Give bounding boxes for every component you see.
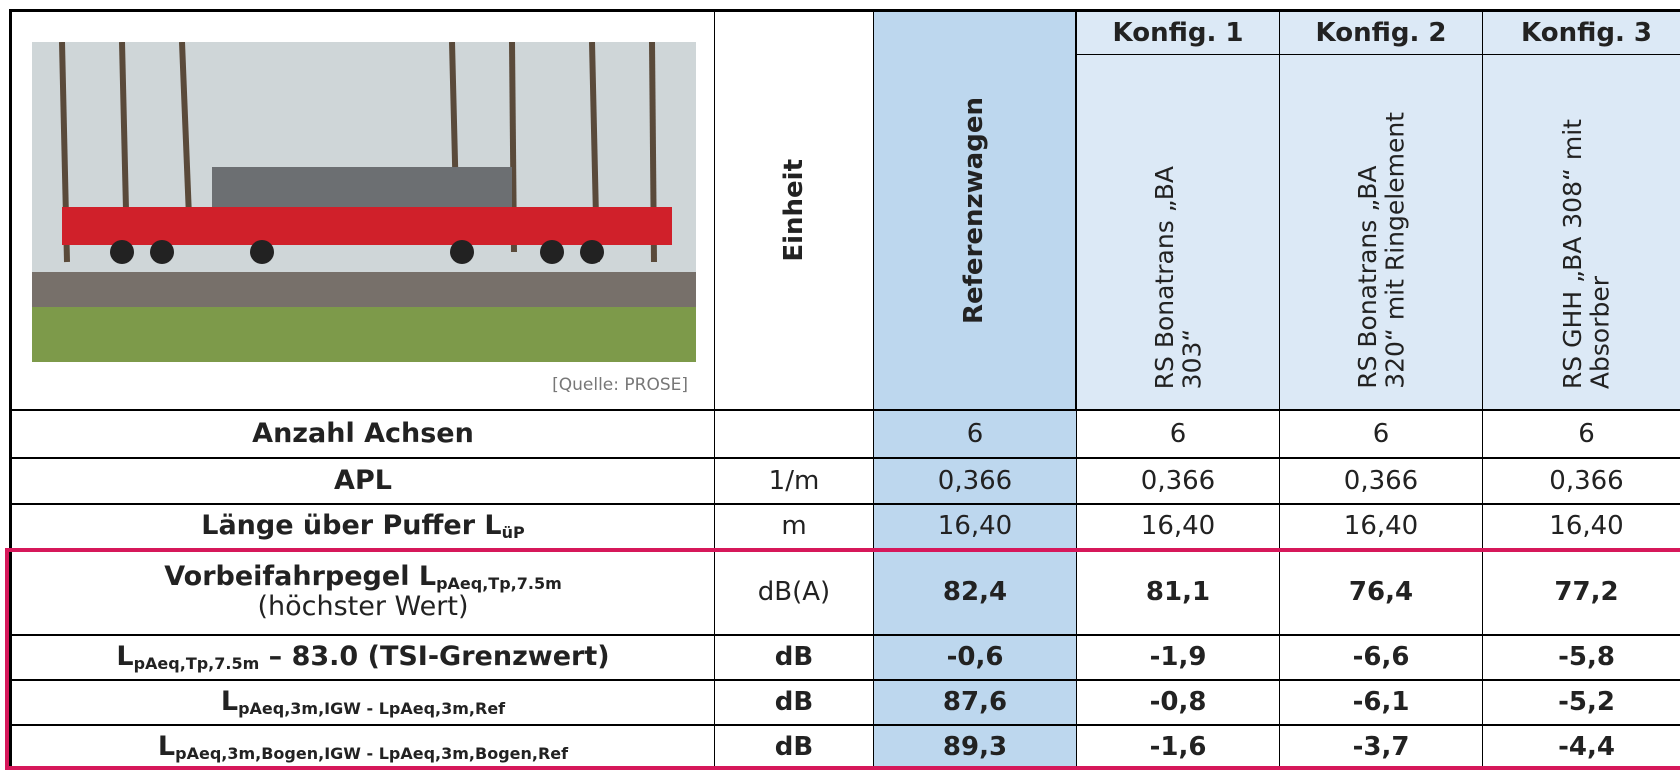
image-cell: [Quelle: PROSE] [9, 9, 715, 410]
row-label: Anzahl Achsen [9, 409, 715, 458]
label-text: Vorbeifahrpegel L [164, 560, 437, 592]
row-label-line: Anzahl Achsen [252, 419, 474, 449]
row-label-line: LpAeq,Tp,7.5m – 83.0 (TSI-Grenzwert) [116, 642, 609, 673]
row-label: LpAeq,Tp,7.5m – 83.0 (TSI-Grenzwert) [9, 634, 715, 680]
value-cell: 16,40 [1076, 503, 1280, 549]
value-cell: 82,4 [873, 548, 1077, 635]
value-cell: -6,6 [1279, 634, 1483, 680]
label-subscript: pAeq,Tp,7.5m [436, 573, 562, 593]
label-subscript: pAeq,3m,Bogen,IGW - LpAeq,3m,Bogen,Ref [175, 744, 569, 764]
config-description-text: RS Bonatrans „BA 303“ [1149, 165, 1207, 389]
reference-header-text: Referenzwagen [959, 96, 990, 325]
row-label-line: LpAeq,3m,Bogen,IGW - LpAeq,3m,Bogen,Ref [158, 732, 568, 763]
value-cell: -0,6 [873, 634, 1077, 680]
reference-header: Referenzwagen [873, 9, 1076, 410]
unit-header: Einheit [714, 9, 874, 410]
config-line: 303“ [1177, 328, 1206, 389]
label-text: – 83.0 (TSI-Grenzwert) [259, 641, 610, 673]
label-text: Anzahl Achsen [252, 418, 474, 450]
value-cell: 6 [1076, 409, 1280, 458]
value-cell: 89,3 [873, 724, 1077, 770]
value-cell: 0,366 [1279, 457, 1483, 504]
label-subscript: pAeq,Tp,7.5m [133, 654, 260, 674]
config-line: Absorber [1585, 275, 1615, 389]
value-cell: 0,366 [873, 457, 1077, 504]
row-label-line: Vorbeifahrpegel LpAeq,Tp,7.5m [164, 562, 562, 593]
value-cell: 0,366 [1076, 457, 1280, 504]
config-description-text: RS Bonatrans „BA 320“ mit Ringelement [1352, 112, 1410, 389]
label-subscript: üP [501, 523, 525, 543]
label-text: L [116, 641, 134, 673]
label-text: APL [334, 465, 392, 497]
photo [32, 42, 696, 362]
label-subscript: pAeq,3m,IGW - LpAeq,3m,Ref [238, 699, 506, 719]
unit-cell [714, 409, 874, 458]
unit-header-text: Einheit [778, 159, 809, 262]
value-cell: 16,40 [1279, 503, 1483, 549]
value-cell: 6 [1482, 409, 1680, 458]
label-text: L [220, 686, 239, 718]
row-label-line: LpAeq,3m,IGW - LpAeq,3m,Ref [221, 687, 505, 718]
config-title: Konfig. 2 [1279, 9, 1483, 55]
value-cell: 16,40 [873, 503, 1077, 549]
config-line: RS Bonatrans „BA [1149, 165, 1179, 389]
label-text: L [157, 731, 176, 763]
row-label-line2: (höchster Wert) [257, 591, 469, 623]
config-title: Konfig. 3 [1482, 9, 1680, 55]
config-description-text: RS GHH „BA 308“ mit Absorber [1558, 118, 1615, 389]
row-label-line: APL [334, 466, 392, 496]
value-cell: -5,2 [1482, 679, 1680, 725]
highlight-box [5, 548, 1680, 770]
config-line: RS Bonatrans „BA [1352, 165, 1382, 389]
row-label: APL [9, 457, 715, 504]
value-cell: 76,4 [1279, 548, 1483, 635]
image-caption: [Quelle: PROSE] [552, 375, 688, 396]
config-description: RS Bonatrans „BA 303“ [1076, 54, 1280, 410]
value-cell: 16,40 [1482, 503, 1680, 549]
row-label: Länge über Puffer LüP [9, 503, 715, 549]
unit-cell: 1/m [714, 457, 874, 504]
config-line: 320“ mit Ringelement [1380, 112, 1409, 389]
row-label-line: Länge über Puffer LüP [201, 511, 525, 542]
config-description: RS Bonatrans „BA 320“ mit Ringelement [1279, 54, 1483, 410]
label-text: Länge über Puffer L [201, 510, 502, 542]
value-cell: 6 [1279, 409, 1483, 458]
value-cell: 0,366 [1482, 457, 1680, 504]
value-cell: 6 [873, 409, 1077, 458]
unit-cell: m [714, 503, 874, 549]
config-title: Konfig. 1 [1076, 9, 1280, 55]
config-line: RS GHH „BA 308“ mit [1558, 118, 1587, 389]
config-description: RS GHH „BA 308“ mit Absorber [1482, 54, 1680, 410]
